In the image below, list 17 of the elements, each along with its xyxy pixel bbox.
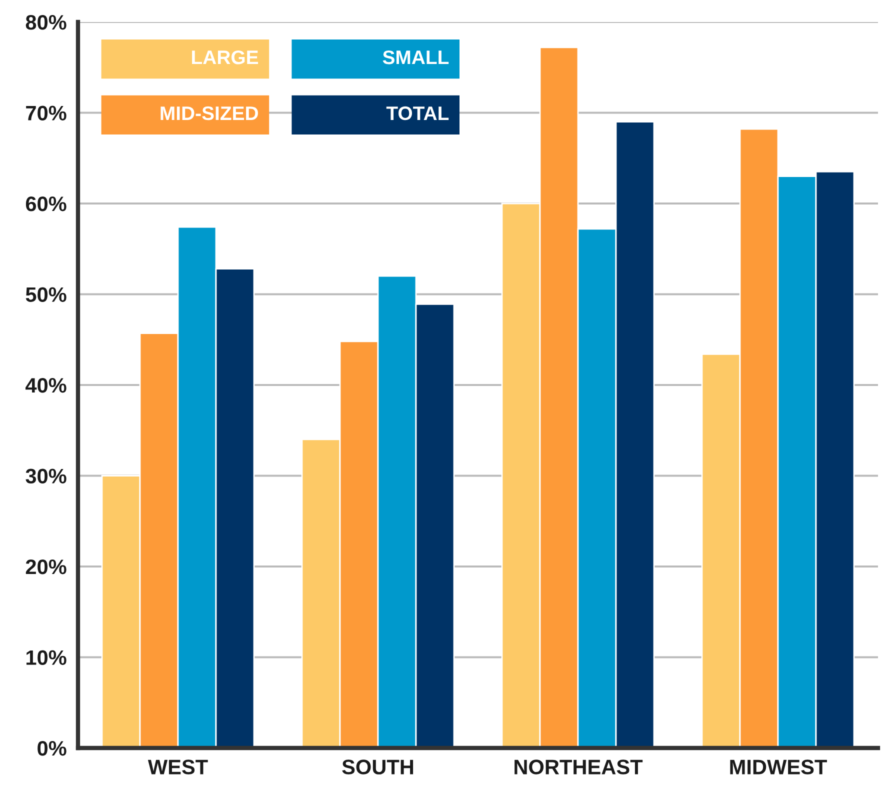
- y-tick-label: 0%: [38, 741, 66, 756]
- y-tick-label: 80%: [26, 15, 66, 30]
- x-tick-label: SOUTH: [342, 760, 414, 774]
- text: SMALL: [382, 50, 449, 64]
- y-tick-label: 20%: [26, 560, 66, 574]
- text: TOTAL: [386, 106, 449, 120]
- y-tick-label: 50%: [26, 287, 66, 302]
- y-tick-label: 10%: [26, 650, 66, 666]
- x-tick-label: MIDWEST: [730, 760, 827, 774]
- x-tick-label: WEST: [148, 760, 208, 774]
- y-tick-label: 30%: [26, 468, 66, 484]
- y-tick-label: 70%: [26, 106, 66, 121]
- y-tick-label: 60%: [26, 196, 66, 212]
- y-tick-label: 40%: [26, 378, 66, 393]
- text: MID-SIZED: [160, 106, 258, 120]
- x-tick-label: NORTHEAST: [514, 760, 643, 774]
- text: LARGE: [192, 50, 258, 64]
